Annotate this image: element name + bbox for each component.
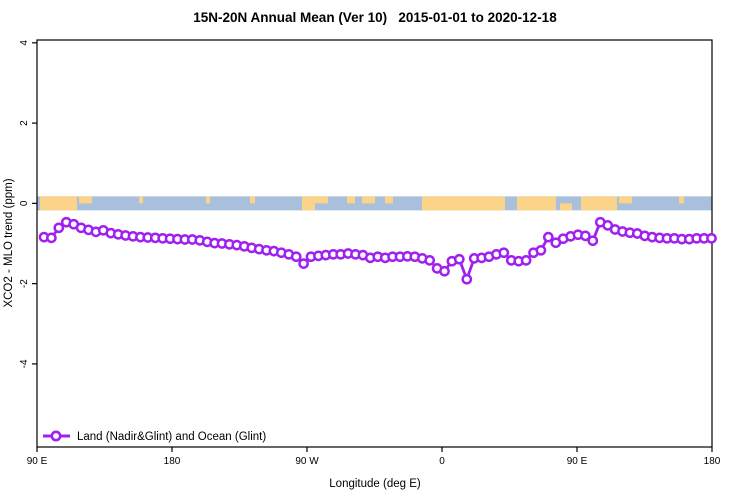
data-point <box>53 222 65 234</box>
y-tick-label: -2 <box>19 279 30 288</box>
data-point <box>520 255 532 266</box>
land-segment <box>79 196 92 204</box>
data-point <box>580 230 591 242</box>
land-segment <box>385 196 393 204</box>
land-segment <box>250 196 255 204</box>
land-segment <box>679 196 684 204</box>
data-point <box>46 232 57 244</box>
x-tick-label: 90 W <box>295 456 319 467</box>
data-point <box>298 258 309 269</box>
x-tick-label: 180 <box>164 456 181 467</box>
trend-series <box>38 216 717 285</box>
y-axis-ticks: 4 2 0 -2 -4 <box>19 40 37 368</box>
x-tick-label: 90 E <box>27 456 48 467</box>
land-segment <box>347 196 355 204</box>
x-axis-ticks: 90 E 180 90 W 0 90 E 180 <box>27 447 721 467</box>
data-point <box>290 251 302 263</box>
land-segment <box>302 196 315 211</box>
data-point <box>461 273 473 285</box>
y-axis-title: XCO2 - MLO trend (ppm) <box>3 178 15 307</box>
data-point <box>498 247 510 259</box>
legend-label: Land (Nadir&Glint) and Ocean (Glint) <box>77 431 266 443</box>
land-segment <box>139 196 143 204</box>
land-segment <box>581 196 617 211</box>
plot-frame <box>36 39 713 448</box>
land-segment <box>315 196 328 204</box>
y-tick-label: -4 <box>19 359 30 368</box>
y-tick-label: 2 <box>19 120 30 126</box>
land-ocean-band <box>37 196 712 211</box>
data-point <box>424 255 436 266</box>
land-segment <box>619 196 632 204</box>
chart-title: 15N-20N Annual Mean (Ver 10) 2015-01-01 … <box>193 10 557 25</box>
land-segment <box>560 203 572 211</box>
y-tick-label: 4 <box>19 40 30 46</box>
data-point <box>439 265 450 277</box>
x-tick-label: 0 <box>439 456 445 467</box>
x-tick-label: 90 E <box>567 456 588 467</box>
land-segment <box>422 196 505 211</box>
legend: Land (Nadir&Glint) and Ocean (Glint) <box>43 430 266 443</box>
land-segment <box>206 196 210 204</box>
land-segment <box>517 196 556 211</box>
legend-marker-icon <box>50 430 62 442</box>
x-axis-title: Longitude (deg E) <box>329 478 421 490</box>
data-point <box>453 253 465 265</box>
data-point <box>587 235 599 247</box>
data-point <box>706 232 717 244</box>
data-point <box>542 231 554 243</box>
land-segment <box>40 196 77 211</box>
data-point <box>535 244 547 256</box>
y-tick-label: 0 <box>19 200 30 206</box>
x-tick-label: 180 <box>704 456 721 467</box>
land-segment <box>362 196 375 204</box>
